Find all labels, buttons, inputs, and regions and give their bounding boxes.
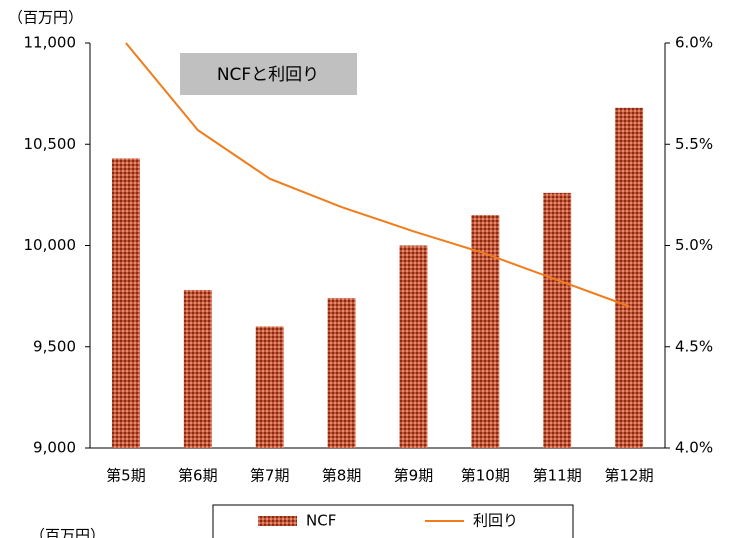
y2-tick-label: 4.0% xyxy=(675,439,713,457)
bar xyxy=(615,107,644,449)
y-tick-label: 10,500 xyxy=(24,135,77,153)
bar xyxy=(543,192,572,448)
x-tick-label: 第11期 xyxy=(533,467,582,485)
bar xyxy=(327,298,356,448)
x-tick-label: 第7期 xyxy=(250,467,290,485)
x-tick-label: 第9期 xyxy=(394,467,434,485)
y2-tick-label: 4.5% xyxy=(675,337,713,355)
chart-title: NCFと利回り xyxy=(217,65,319,85)
bar xyxy=(255,326,284,448)
y-axis-label: （百万円） xyxy=(8,9,83,27)
cut-off-label: （百万円） xyxy=(30,527,105,538)
legend-label: 利回り xyxy=(473,512,518,530)
y-tick-label: 9,000 xyxy=(33,439,76,457)
y-tick-label: 11,000 xyxy=(24,34,77,52)
bar xyxy=(399,245,428,448)
y2-tick-label: 5.5% xyxy=(675,135,713,153)
x-tick-label: 第10期 xyxy=(461,467,510,485)
x-tick-label: 第5期 xyxy=(106,467,146,485)
y2-tick-label: 6.0% xyxy=(675,34,713,52)
y-tick-label: 9,500 xyxy=(33,337,76,355)
y2-tick-label: 5.0% xyxy=(675,236,713,254)
line xyxy=(125,42,630,308)
title-box xyxy=(180,53,357,95)
bar xyxy=(183,290,212,448)
x-tick-label: 第12期 xyxy=(605,467,654,485)
x-tick-label: 第8期 xyxy=(322,467,362,485)
legend-label: NCF xyxy=(306,512,336,530)
y-tick-label: 10,000 xyxy=(24,236,77,254)
bar xyxy=(111,158,140,449)
legend-swatch xyxy=(258,516,297,526)
x-tick-label: 第6期 xyxy=(178,467,218,485)
